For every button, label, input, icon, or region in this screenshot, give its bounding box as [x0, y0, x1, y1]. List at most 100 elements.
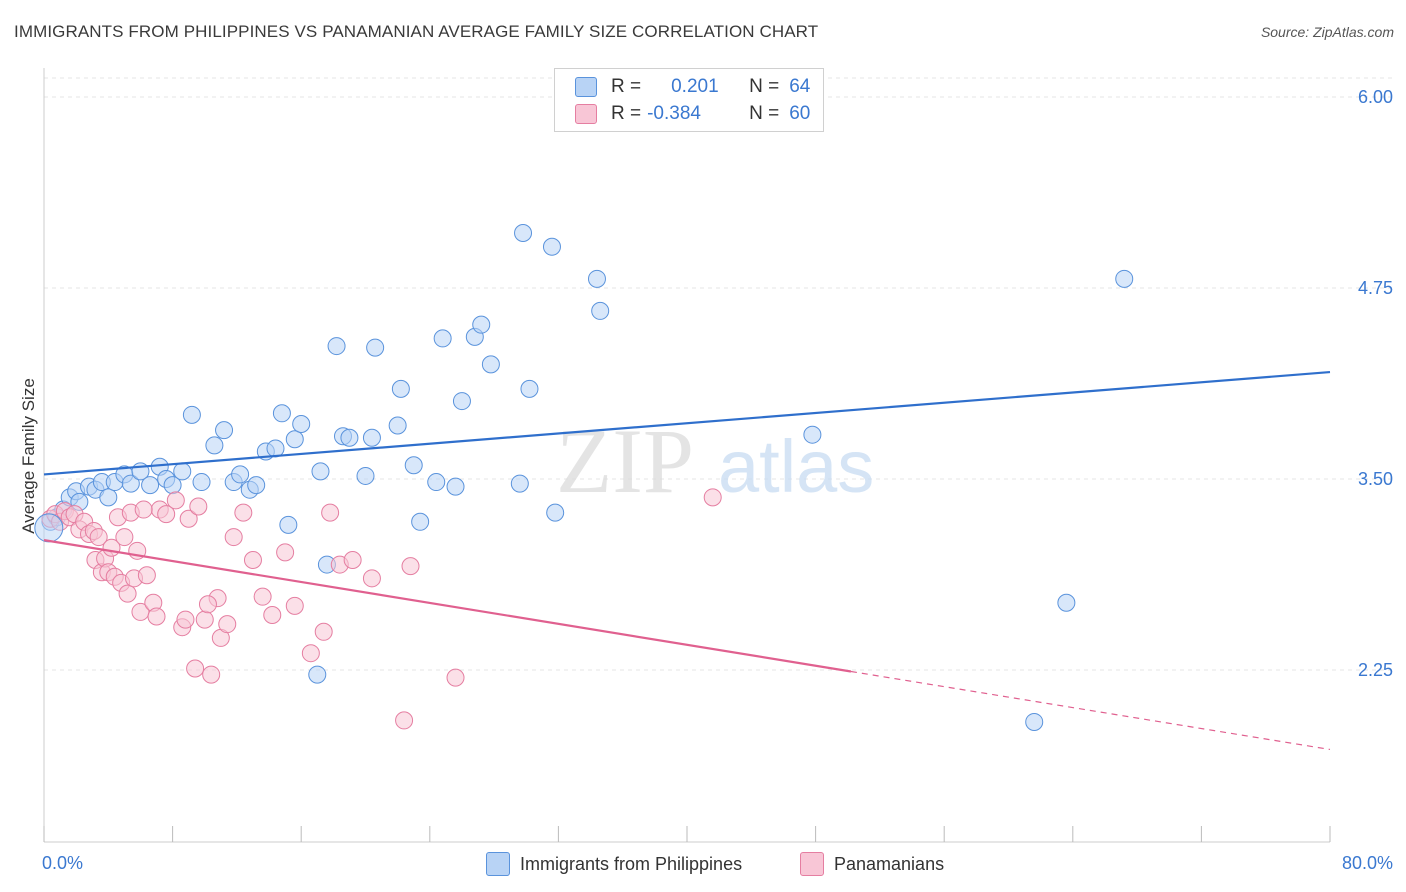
philippines-point [542, 237, 561, 256]
panamanians-point [276, 543, 295, 562]
philippines-point [266, 439, 285, 458]
panamanians-point [243, 550, 262, 569]
legend-n-value: 60 [789, 103, 811, 124]
y-tick-label: 4.75 [1358, 278, 1393, 298]
philippines-point [215, 421, 234, 440]
panamanians-point [301, 644, 320, 663]
philippines-point [356, 466, 375, 485]
watermark-atlas: atlas [718, 425, 874, 508]
philippines-point [99, 488, 118, 507]
philippines-point [388, 416, 407, 435]
panamanians-point [362, 569, 381, 588]
panamanians-trend-line [43, 539, 852, 673]
panamanians-point [186, 659, 205, 678]
panamanians-point [134, 500, 153, 519]
philippines-point [173, 462, 192, 481]
panamanians-point [321, 503, 340, 522]
philippines-point [514, 223, 533, 242]
philippines-point [452, 392, 471, 411]
philippines-point [192, 473, 211, 492]
philippines-point [404, 456, 423, 475]
legend-r-value: 0.201 [671, 76, 719, 97]
philippines-legend-label: Immigrants from Philippines [520, 853, 743, 874]
philippines-point [411, 512, 430, 531]
panamanians-point [198, 595, 217, 614]
panamanians-point [401, 557, 420, 576]
philippines-point [510, 474, 529, 493]
panamanians-point [179, 509, 198, 528]
panamanians-point [147, 607, 166, 626]
philippines-legend-swatch [486, 852, 510, 876]
legend-n-label: N = [749, 103, 780, 124]
philippines-point [247, 476, 266, 495]
panamanians-trend-line-extension [850, 670, 1331, 751]
x-tick-label: 0.0% [42, 853, 83, 873]
philippines-point [446, 477, 465, 496]
philippines-point [141, 476, 160, 495]
philippines-point [285, 430, 304, 449]
legend-n-value: 64 [789, 76, 811, 97]
panamanians-point [314, 622, 333, 641]
panamanians-point [446, 668, 465, 687]
panamanians-point [202, 665, 221, 684]
philippines-point [292, 414, 311, 433]
philippines-point [591, 301, 610, 320]
philippines-point [279, 515, 298, 534]
philippines-point [182, 405, 201, 424]
panamanians-point [89, 528, 108, 547]
legend-r-label: R = [611, 76, 642, 97]
panamanians-point [115, 528, 134, 547]
philippines-point [311, 462, 330, 481]
philippines-point [308, 665, 327, 684]
philippines-point [391, 379, 410, 398]
panamanians-point [703, 488, 722, 507]
y-axis-label: Average Family Size [19, 378, 38, 534]
panamanians-point [218, 615, 237, 634]
philippines-point [340, 428, 359, 447]
correlation-legend: R = 0.201 N = 64 R = -0.384 N = 60 [554, 68, 824, 132]
philippines-point [472, 315, 491, 334]
philippines-point [803, 425, 822, 444]
legend-r-value: -0.384 [647, 103, 701, 124]
legend-n-label: N = [749, 76, 780, 97]
philippines-point [520, 379, 539, 398]
panamanians-point [118, 584, 137, 603]
panamanians-point [157, 505, 176, 524]
watermark-zip: ZIP [556, 410, 694, 512]
panamanians-point [234, 503, 253, 522]
philippines-point [587, 269, 606, 288]
philippines-point [427, 473, 446, 492]
philippines-point [327, 337, 346, 356]
panamanians-point [263, 605, 282, 624]
chart-title: IMMIGRANTS FROM PHILIPPINES VS PANAMANIA… [14, 22, 819, 41]
philippines-point [121, 474, 140, 493]
philippines-point [205, 436, 224, 455]
panamanians-point [343, 550, 362, 569]
philippines-point [433, 329, 452, 348]
panamanians-legend-label: Panamanians [834, 853, 945, 874]
panamanians-point [176, 610, 195, 629]
philippines-point [1057, 593, 1076, 612]
panamanians-swatch [575, 104, 597, 124]
philippines-point [272, 404, 291, 423]
y-tick-label: 2.25 [1358, 660, 1393, 680]
philippines-point [362, 428, 381, 447]
panamanians-point [224, 528, 243, 547]
philippines-point [546, 503, 565, 522]
philippines-point [1115, 269, 1134, 288]
y-tick-label: 3.50 [1358, 469, 1393, 489]
panamanians-point [285, 596, 304, 615]
panamanians-legend-swatch [800, 852, 824, 876]
philippines-point [1025, 712, 1044, 731]
legend-row-philippines: R = 0.201 N = 64 [575, 74, 810, 100]
panamanians-point [195, 610, 214, 629]
bottom-legend-panamanians: Panamanians [800, 852, 944, 876]
legend-row-panamanians: R = -0.384 N = 60 [575, 101, 810, 127]
philippines-trend-line [43, 370, 1331, 476]
panamanians-point [166, 491, 185, 510]
philippines-point [481, 355, 500, 374]
philippines-point [34, 513, 64, 543]
philippines-swatch [575, 77, 597, 97]
panamanians-point [253, 587, 272, 606]
